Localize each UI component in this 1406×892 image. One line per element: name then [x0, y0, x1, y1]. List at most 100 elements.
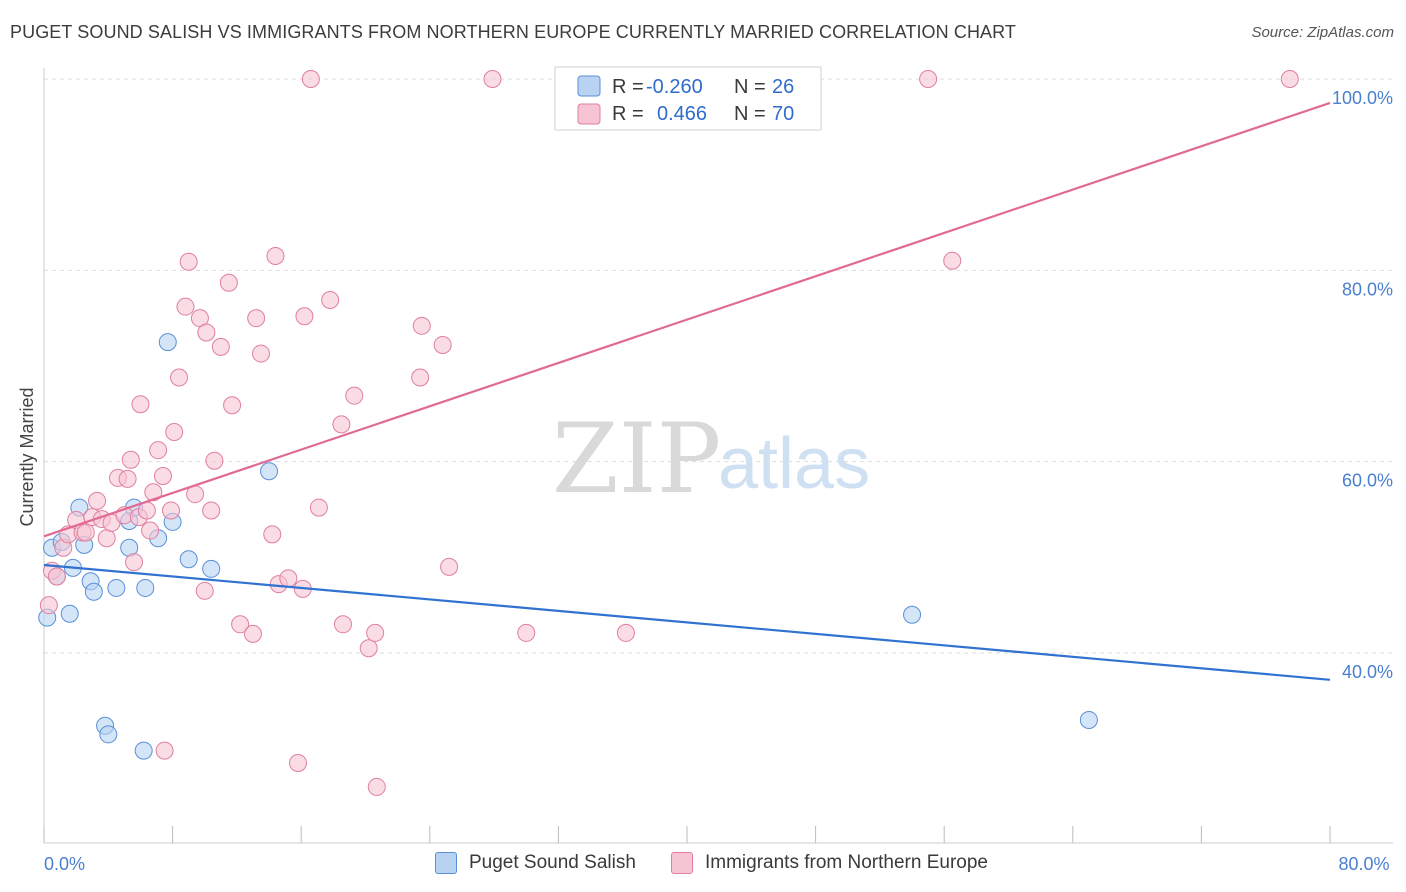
data-point [170, 368, 189, 387]
data-point [366, 623, 385, 642]
data-point [903, 605, 922, 624]
data-point [211, 337, 230, 356]
data-point [195, 581, 214, 600]
y-axis-label: Currently Married [17, 387, 37, 526]
legend-r-label-1: R = [612, 76, 644, 98]
trend-line-pink [43, 101, 1331, 538]
y-tick-label: 80.0% [1342, 279, 1393, 299]
x-tick-labels: 0.0% 80.0% [44, 854, 1390, 874]
data-point [321, 290, 340, 309]
data-point [161, 501, 180, 520]
data-point [197, 323, 216, 342]
y-tick-label: 40.0% [1342, 662, 1393, 682]
legend-r-value-1: -0.260 [646, 76, 703, 98]
data-point [279, 569, 298, 588]
bottom-legend-swatch-pink [671, 852, 693, 874]
watermark-zip: ZIP [552, 403, 721, 515]
data-point [295, 307, 314, 326]
x-tick-label: 80.0% [1338, 854, 1389, 874]
data-point [243, 624, 262, 643]
bottom-legend-swatch-blue [435, 852, 457, 874]
data-point [1079, 710, 1098, 729]
series-immigrants-northern-europe [39, 70, 1299, 796]
trend-line-blue [43, 563, 1331, 681]
data-point [176, 297, 195, 316]
data-point [158, 333, 177, 352]
data-point [179, 550, 198, 569]
data-point [153, 467, 172, 486]
legend-r-value-2: 0.466 [657, 103, 707, 125]
data-point [76, 523, 95, 542]
legend-n-value-1: 26 [772, 76, 794, 98]
data-point [359, 639, 378, 658]
data-point [433, 335, 452, 354]
axes [43, 68, 1393, 844]
data-point [60, 604, 79, 623]
data-point [263, 525, 282, 544]
data-point [47, 567, 66, 586]
data-point [266, 246, 285, 265]
y-tick-labels: 40.0% 60.0% 80.0% 100.0% [1332, 88, 1393, 682]
data-point [118, 469, 137, 488]
data-point [231, 615, 250, 634]
data-point [131, 395, 150, 414]
data-point [367, 777, 386, 796]
data-point [333, 615, 352, 634]
data-point [99, 725, 118, 744]
trend-lines [43, 101, 1331, 681]
data-point [97, 529, 116, 548]
data-point [440, 557, 459, 576]
data-point [165, 423, 184, 442]
data-point [134, 741, 153, 760]
series-puget-sound-salish [38, 333, 1098, 760]
data-point [84, 582, 103, 601]
data-point [301, 70, 320, 88]
x-tick-label: 0.0% [44, 854, 85, 874]
data-point [309, 498, 328, 517]
data-point [288, 754, 307, 773]
data-point [149, 441, 168, 460]
data-point [202, 559, 221, 578]
legend-box: R = -0.260 N = 26 R = 0.466 N = 70 [554, 66, 822, 131]
bottom-legend-label-2: Immigrants from Northern Europe [705, 852, 988, 873]
data-point [107, 578, 126, 597]
data-point [332, 415, 351, 434]
data-point [121, 450, 140, 469]
data-point [144, 483, 163, 502]
legend-swatch-pink [577, 103, 601, 125]
data-point [919, 70, 938, 88]
legend-n-label-2: N = [734, 103, 766, 125]
data-point [179, 252, 198, 271]
bottom-legend: Puget Sound Salish Immigrants from North… [0, 852, 1406, 878]
data-point [411, 368, 430, 387]
gridlines [44, 78, 1393, 654]
data-point [223, 396, 242, 415]
bottom-legend-item-2: Immigrants from Northern Europe [671, 852, 988, 874]
data-point [345, 386, 364, 405]
y-tick-label: 100.0% [1332, 88, 1393, 108]
data-point [260, 462, 279, 481]
y-tick-label: 60.0% [1342, 471, 1393, 491]
data-point [141, 521, 160, 540]
data-point [202, 501, 221, 520]
data-point [136, 578, 155, 597]
legend-n-value-2: 70 [772, 103, 794, 125]
data-point [155, 741, 174, 760]
source-label: Source: ZipAtlas.com [1251, 24, 1394, 41]
data-point [517, 623, 536, 642]
data-point [252, 344, 271, 363]
data-point [205, 451, 224, 470]
data-point [39, 596, 58, 615]
data-point [412, 316, 431, 335]
legend-swatch-blue [577, 75, 601, 97]
data-point [483, 70, 502, 88]
data-point [1280, 70, 1299, 88]
legend-r-label-2: R = [612, 103, 644, 125]
watermark: ZIP atlas [552, 403, 870, 515]
chart-title: PUGET SOUND SALISH VS IMMIGRANTS FROM NO… [10, 22, 1017, 42]
legend-n-label-1: N = [734, 76, 766, 98]
bottom-legend-label-1: Puget Sound Salish [469, 852, 636, 873]
data-point [247, 309, 266, 328]
watermark-atlas: atlas [718, 424, 870, 504]
